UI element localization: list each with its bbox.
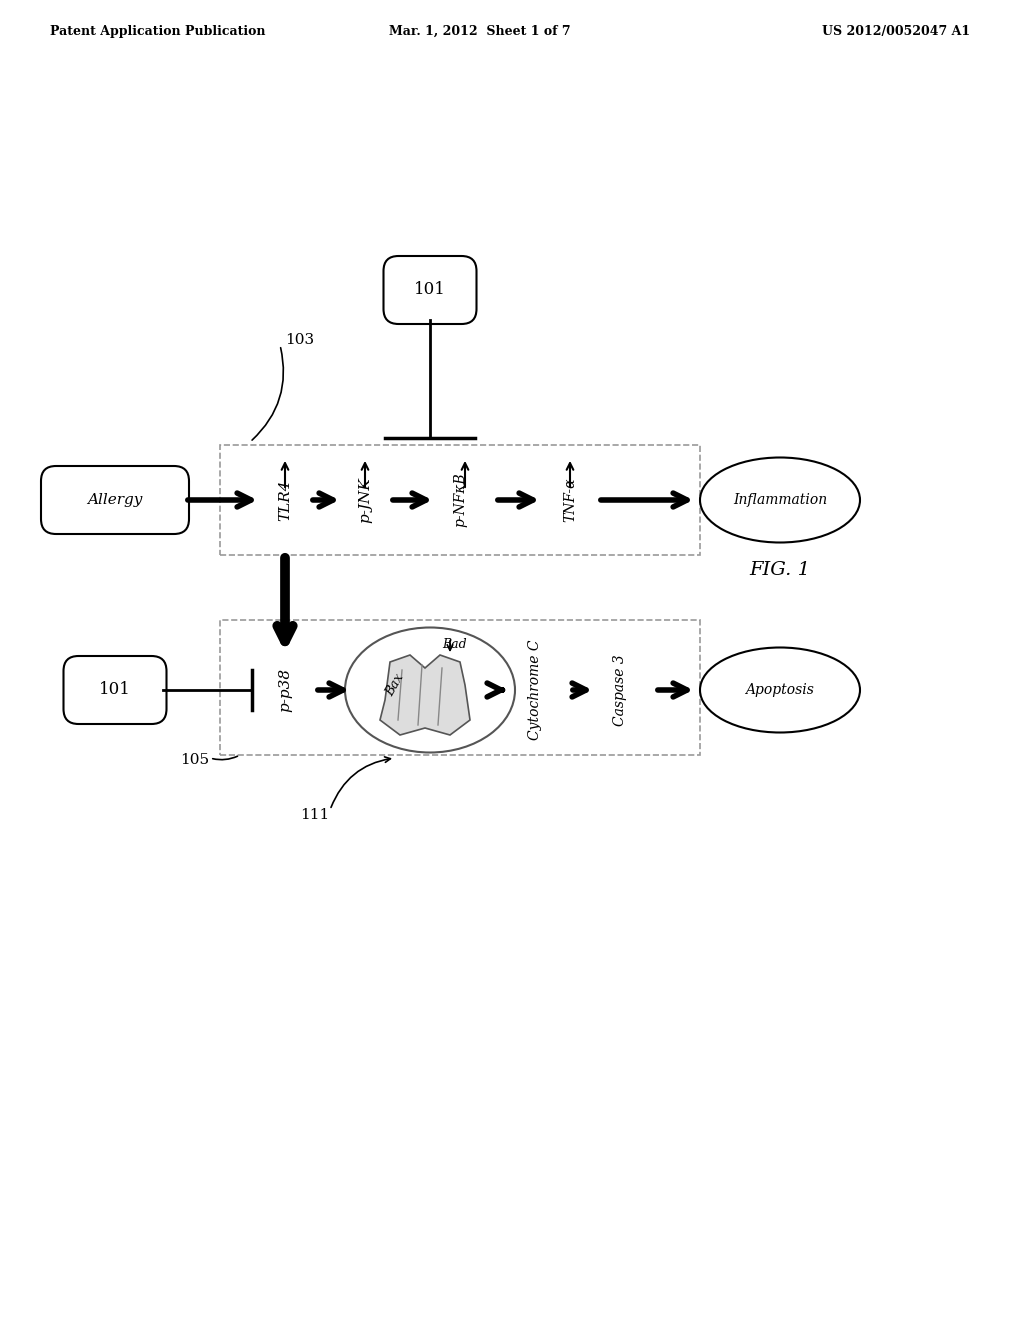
Text: p-p38: p-p38 [278,668,292,711]
Text: p-NFκB: p-NFκB [453,473,467,528]
Text: p-JNK: p-JNK [358,477,372,523]
Text: Inflammation: Inflammation [733,492,827,507]
Text: TLR4: TLR4 [278,479,292,521]
Bar [220,620,700,755]
Ellipse shape [345,627,515,752]
Text: 111: 111 [300,808,330,822]
Text: 101: 101 [99,681,131,698]
Text: Caspase 3: Caspase 3 [613,655,627,726]
Text: Bad: Bad [442,639,467,652]
Text: Apoptosis: Apoptosis [745,682,814,697]
Text: Mar. 1, 2012  Sheet 1 of 7: Mar. 1, 2012 Sheet 1 of 7 [389,25,570,38]
Text: Cytochrome C: Cytochrome C [528,640,542,741]
Text: Patent Application Publication: Patent Application Publication [50,25,265,38]
FancyBboxPatch shape [41,466,189,535]
Text: US 2012/0052047 A1: US 2012/0052047 A1 [822,25,970,38]
FancyBboxPatch shape [63,656,167,723]
PathPatch shape [380,655,470,735]
Bar [220,445,700,554]
Text: Bax: Bax [383,672,407,698]
Text: FIG. 1: FIG. 1 [750,561,811,579]
Text: Allergy: Allergy [87,492,142,507]
Ellipse shape [700,648,860,733]
Text: 103: 103 [285,333,314,347]
FancyBboxPatch shape [384,256,476,323]
Text: 101: 101 [414,281,445,298]
Ellipse shape [700,458,860,543]
Text: TNF-α: TNF-α [563,478,577,523]
Text: 105: 105 [180,752,209,767]
